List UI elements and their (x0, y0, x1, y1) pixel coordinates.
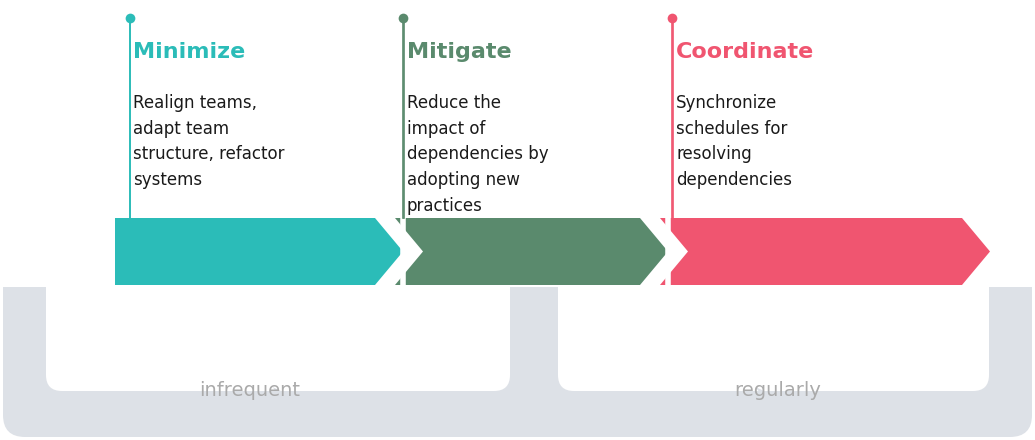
FancyBboxPatch shape (515, 43, 1032, 437)
Text: Minimize: Minimize (134, 42, 245, 62)
Polygon shape (115, 218, 403, 285)
Polygon shape (272, 387, 318, 429)
FancyBboxPatch shape (46, 49, 510, 391)
Bar (0, 0, 1035, 287)
Polygon shape (395, 218, 668, 285)
Text: Coordinate: Coordinate (676, 42, 815, 62)
FancyBboxPatch shape (3, 43, 557, 437)
Text: Mitigate: Mitigate (407, 42, 511, 62)
Text: Reduce the
impact of
dependencies by
adopting new
practices: Reduce the impact of dependencies by ado… (407, 94, 549, 215)
Text: regularly: regularly (735, 381, 822, 400)
Polygon shape (756, 387, 800, 429)
FancyBboxPatch shape (558, 49, 989, 391)
Text: Synchronize
schedules for
resolving
dependencies: Synchronize schedules for resolving depe… (676, 94, 792, 189)
Polygon shape (660, 218, 990, 285)
Text: infrequent: infrequent (200, 381, 300, 400)
Text: Realign teams,
adapt team
structure, refactor
systems: Realign teams, adapt team structure, ref… (134, 94, 285, 189)
